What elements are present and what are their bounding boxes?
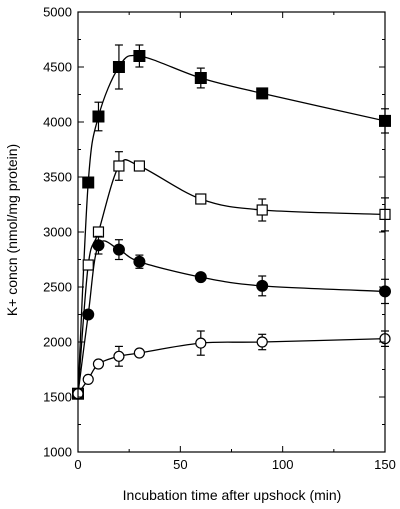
y-tick-label: 4000 <box>43 115 72 130</box>
series-line-4 <box>77 338 386 395</box>
plot-frame <box>77 11 386 453</box>
x-tick-label: 150 <box>374 457 396 472</box>
data-point <box>256 279 269 292</box>
data-point <box>256 204 268 216</box>
y-tick-label: 1500 <box>43 390 72 405</box>
y-tick-label: 5000 <box>43 5 72 20</box>
data-point <box>92 226 105 238</box>
y-axis-title: K+ concn (nmol/mg protein) <box>4 144 20 316</box>
data-point <box>133 160 145 172</box>
plot-area <box>72 44 391 400</box>
data-point <box>195 337 207 349</box>
x-tick-label: 50 <box>173 457 187 472</box>
data-point <box>92 239 105 252</box>
data-point <box>112 243 125 256</box>
data-point <box>82 373 94 385</box>
x-tick-label: 100 <box>272 457 294 472</box>
data-point <box>133 347 145 359</box>
data-point <box>195 193 207 205</box>
x-axis-title: Incubation time after upshock (min) <box>123 487 342 503</box>
y-tick-label: 2500 <box>43 280 72 295</box>
data-point <box>112 61 125 73</box>
data-point <box>256 87 269 100</box>
data-point <box>194 271 207 284</box>
data-point <box>256 336 268 348</box>
series-line-1 <box>77 54 386 394</box>
data-point <box>82 308 95 321</box>
data-point <box>133 50 146 62</box>
data-point <box>82 259 94 271</box>
data-point <box>92 110 105 123</box>
y-tick-label: 1000 <box>43 445 72 460</box>
y-tick-label: 2000 <box>43 335 72 350</box>
data-point <box>113 160 125 172</box>
series-line-3 <box>77 240 386 394</box>
data-point <box>82 176 95 189</box>
data-point <box>194 72 207 84</box>
y-tick-label: 3500 <box>43 170 72 185</box>
data-point <box>133 255 146 268</box>
series-line-2 <box>77 159 386 394</box>
data-point <box>113 350 125 362</box>
data-point <box>92 358 105 370</box>
y-tick-label: 4500 <box>43 60 72 75</box>
y-tick-label: 3000 <box>43 225 72 240</box>
x-tick-label: 0 <box>74 457 81 472</box>
axes: 1000 1500 2000 2500 3000 3500 4000 4500 5000 0 50 1… <box>43 5 396 473</box>
